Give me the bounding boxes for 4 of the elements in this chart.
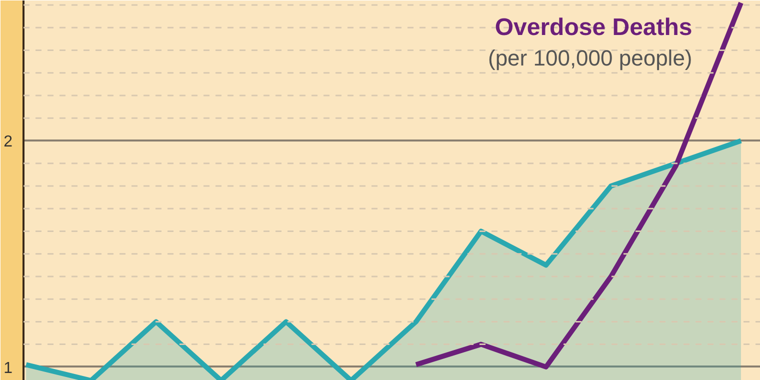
- text: (per 100,000 people): [488, 46, 692, 71]
- text: Overdose Deaths: [494, 14, 692, 42]
- y-tick-label: 2: [4, 134, 13, 151]
- y-tick-label: 1: [4, 360, 13, 377]
